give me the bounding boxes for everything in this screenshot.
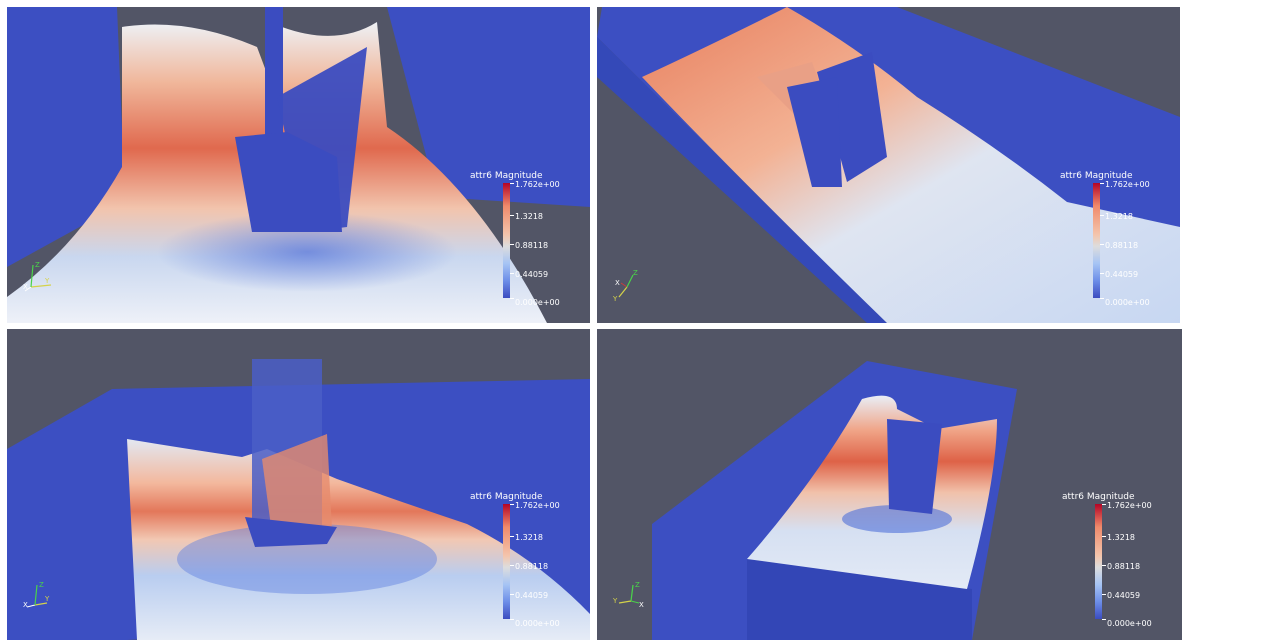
legend-colorbar [1095,504,1102,619]
svg-text:X: X [615,279,620,287]
color-legend: attr6 Magnitude 1.762e+00 1.3218 0.88118… [1060,171,1150,311]
svg-text:Y: Y [44,277,50,285]
svg-text:X: X [639,601,644,609]
legend-tick [510,565,514,566]
legend-label: 0.88118 [1105,241,1139,250]
axes-triad-icon: Y X Z [613,581,644,609]
svg-text:Z: Z [635,581,640,589]
axes-triad-icon: X Y Z [23,581,50,609]
axes-triad-icon: X Y Z [613,269,638,303]
legend-tick [510,504,514,505]
svg-text:Y: Y [613,597,618,605]
color-legend: attr6 Magnitude 1.762e+00 1.3218 0.88118… [470,492,560,632]
render-viewport-3[interactable]: X Y Z attr6 Magnitude 1.762e+00 1.3218 0… [7,329,590,640]
legend-label: 1.3218 [515,212,543,221]
svg-text:Y: Y [613,295,618,303]
svg-text:Z: Z [35,261,40,269]
render-viewport-2[interactable]: X Y Z attr6 Magnitude 1.762e+00 1.3218 0… [597,7,1180,323]
legend-min-label: 0.000e+00 [1105,298,1150,307]
legend-label: 1.3218 [1105,212,1133,221]
legend-tick [1102,504,1106,505]
legend-max-label: 1.762e+00 [1105,180,1150,189]
legend-label: 0.44059 [1107,591,1141,600]
legend-title: attr6 Magnitude [1060,171,1133,181]
legend-tick [510,298,514,299]
legend-label: 0.44059 [515,591,549,600]
legend-title: attr6 Magnitude [1062,492,1135,502]
legend-tick [1100,273,1104,274]
svg-text:X: X [23,601,28,609]
legend-title: attr6 Magnitude [470,492,543,502]
legend-max-label: 1.762e+00 [1107,501,1152,510]
legend-label: 0.44059 [515,270,549,279]
axes-triad-icon: X Y Z [23,261,52,292]
render-viewport-4[interactable]: Y X Z attr6 Magnitude 1.762e+00 1.3218 0… [597,329,1182,640]
legend-tick [510,215,514,216]
legend-colorbar [503,504,510,619]
svg-text:X: X [23,283,28,291]
legend-tick [510,273,514,274]
legend-tick [510,536,514,537]
legend-label: 0.88118 [515,241,549,250]
legend-colorbar [1093,183,1100,298]
legend-tick [1100,215,1104,216]
legend-label: 1.3218 [515,533,543,542]
particle-scene [7,329,590,640]
color-legend: attr6 Magnitude 1.762e+00 1.3218 0.88118… [1062,492,1152,632]
legend-label: 0.44059 [1105,270,1139,279]
legend-min-label: 0.000e+00 [515,619,560,628]
legend-tick [510,183,514,184]
legend-tick [1100,183,1104,184]
legend-tick [510,594,514,595]
legend-min-label: 0.000e+00 [515,298,560,307]
svg-text:Z: Z [633,269,638,277]
legend-tick [510,619,514,620]
particle-scene [597,329,1182,640]
legend-max-label: 1.762e+00 [515,180,560,189]
legend-label: 0.88118 [1107,562,1141,571]
legend-tick [510,244,514,245]
svg-text:Y: Y [44,595,50,603]
legend-label: 0.88118 [515,562,549,571]
legend-title: attr6 Magnitude [470,171,543,181]
legend-tick [1102,619,1106,620]
legend-tick [1100,298,1104,299]
render-viewport-1[interactable]: X Y Z attr6 Magnitude 1.762e+00 1.3218 0… [7,7,590,323]
particle-scene [7,7,590,323]
legend-tick [1102,565,1106,566]
legend-min-label: 0.000e+00 [1107,619,1152,628]
svg-text:Z: Z [39,581,44,589]
legend-max-label: 1.762e+00 [515,501,560,510]
legend-label: 1.3218 [1107,533,1135,542]
legend-tick [1102,594,1106,595]
legend-tick [1102,536,1106,537]
particle-scene [597,7,1180,323]
color-legend: attr6 Magnitude 1.762e+00 1.3218 0.88118… [470,171,560,311]
legend-colorbar [503,183,510,298]
legend-tick [1100,244,1104,245]
